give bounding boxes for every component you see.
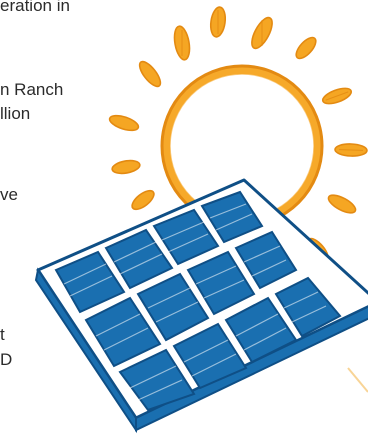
text-fragment-2: n Ranch — [0, 80, 64, 99]
text-fragment-6: D — [0, 350, 13, 369]
text-fragment-1: eration in — [0, 0, 70, 15]
text-fragment-4: ve — [0, 185, 18, 204]
text-fragment-5: t — [0, 325, 5, 344]
text-fragment-3: llion — [0, 104, 31, 123]
light-streak-icon — [347, 367, 368, 393]
sun-icon — [160, 64, 324, 228]
solar-panel-icon — [34, 178, 368, 434]
